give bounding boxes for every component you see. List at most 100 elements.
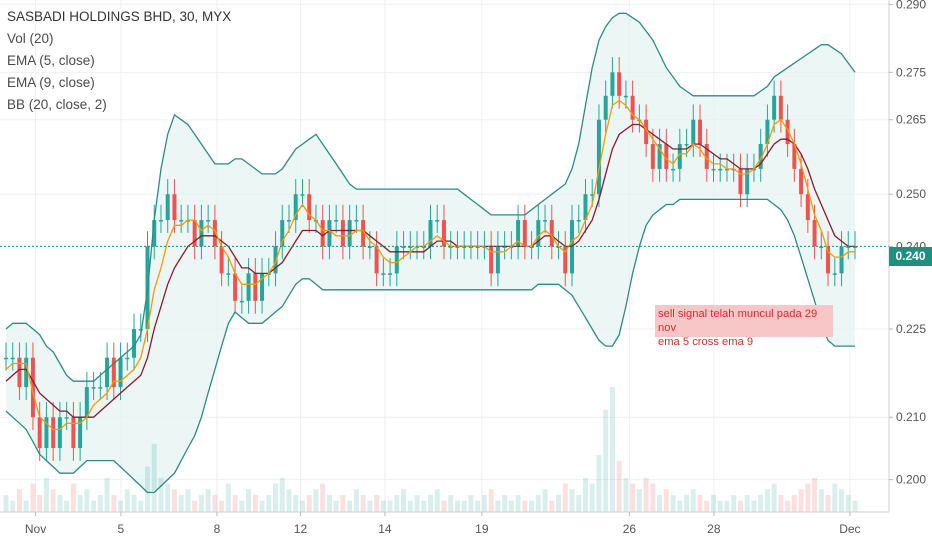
- candle-body: [853, 246, 857, 248]
- volume-bar: [293, 494, 299, 512]
- candle-body: [772, 95, 777, 120]
- candle-body: [361, 220, 366, 247]
- volume-bar: [852, 500, 858, 512]
- volume-bar: [596, 455, 602, 512]
- candle-body: [738, 168, 743, 195]
- candle-body: [273, 246, 278, 274]
- volume-bar: [508, 500, 514, 512]
- candle-body: [367, 246, 372, 248]
- candle-body: [280, 220, 285, 247]
- volume-bar: [178, 494, 184, 512]
- volume-bar: [145, 466, 150, 512]
- candle-body: [78, 417, 83, 449]
- volume-bar: [428, 494, 433, 512]
- candle-body: [91, 387, 96, 389]
- volume-bar: [225, 483, 231, 512]
- candle-body: [724, 168, 729, 171]
- candles[interactable]: [4, 57, 857, 461]
- candle-body: [718, 168, 723, 171]
- symbol-title[interactable]: SASBADI HOLDINGS BHD, 30, MYX: [7, 9, 232, 24]
- volume-bar: [744, 494, 750, 512]
- volume-bar: [535, 494, 541, 512]
- volume-bar: [798, 489, 804, 512]
- volume-bar: [37, 494, 43, 512]
- candle-body: [98, 387, 103, 389]
- candle-body: [765, 119, 770, 145]
- price-tick-label: 0.290: [896, 0, 926, 11]
- volume-bar: [84, 489, 90, 512]
- volume-bar: [219, 500, 225, 512]
- volume-bar: [414, 494, 420, 512]
- candle-body: [435, 220, 440, 222]
- legend-bb[interactable]: BB (20, close, 2): [7, 97, 107, 112]
- legend-ema5[interactable]: EMA (5, close): [7, 53, 95, 68]
- candle-body: [576, 220, 581, 222]
- volume-bar: [657, 494, 663, 512]
- volume-bar: [104, 477, 110, 512]
- volume-bar: [818, 489, 824, 512]
- candle-body: [320, 220, 325, 247]
- volume-bar: [111, 494, 117, 512]
- candle-body: [118, 357, 123, 388]
- candle-body: [307, 194, 312, 221]
- price-tick-label: 0.250: [896, 187, 926, 201]
- volume-bar: [529, 500, 535, 512]
- volume-bar: [684, 494, 690, 512]
- time-tick-label: 5: [118, 522, 125, 536]
- candle-body: [704, 144, 709, 169]
- candle-body: [408, 246, 413, 248]
- volume-bar: [603, 409, 609, 512]
- candle-body: [172, 194, 177, 221]
- volume-bar: [562, 483, 568, 512]
- annotation-line-1: sell signal telah muncul pada 29 nov: [658, 308, 818, 334]
- time-tick-label: 19: [475, 522, 489, 536]
- sell-signal-annotation[interactable]: sell signal telah muncul pada 29 nov ema…: [655, 305, 833, 348]
- candle-body: [583, 194, 588, 221]
- candle-body: [30, 357, 35, 418]
- candle-body: [44, 417, 49, 449]
- candle-body: [37, 417, 42, 449]
- candle-body: [428, 220, 433, 247]
- candle-body: [610, 72, 615, 96]
- volume-bar: [64, 500, 70, 512]
- volume-bar: [542, 489, 548, 512]
- candle-body: [664, 144, 669, 169]
- candle-body: [354, 220, 359, 222]
- volume-bar: [171, 489, 177, 512]
- candle-body: [677, 144, 682, 169]
- legend-volume[interactable]: Vol (20): [7, 31, 54, 46]
- volume-bar: [57, 494, 63, 512]
- candle-body: [125, 357, 130, 360]
- candle-body: [381, 273, 386, 275]
- volume-bar: [421, 500, 427, 512]
- candle-body: [57, 417, 62, 449]
- volume-bar: [488, 489, 494, 512]
- time-axis[interactable]: Nov 5 8 12 14 19 26 28 Dec: [0, 511, 889, 536]
- ema5-line: [5, 99, 855, 431]
- legend-ema9[interactable]: EMA (9, close): [7, 75, 95, 90]
- volume-bar: [569, 489, 575, 512]
- chart-legend: SASBADI HOLDINGS BHD, 30, MYX Vol (20) E…: [7, 6, 231, 116]
- volume-bar: [70, 483, 76, 512]
- candle-body: [549, 220, 554, 247]
- volume-bar: [771, 483, 777, 512]
- candle-body: [300, 194, 305, 196]
- volume-bar: [232, 494, 238, 512]
- candle-body: [253, 273, 258, 301]
- volume-bar: [320, 483, 326, 512]
- candle-body: [212, 220, 217, 247]
- candle-body: [111, 357, 116, 388]
- candle-body: [17, 357, 22, 388]
- volume-bar: [441, 500, 447, 512]
- candle-body: [152, 220, 157, 247]
- volume-bar: [394, 494, 400, 512]
- volume-bar: [825, 494, 831, 512]
- candle-body: [468, 246, 473, 248]
- candle-body: [839, 246, 844, 274]
- candle-body: [711, 168, 716, 171]
- candle-body: [590, 194, 595, 196]
- volume-bar: [582, 477, 588, 512]
- volume-bar: [609, 387, 615, 512]
- time-tick-label: 26: [623, 522, 637, 536]
